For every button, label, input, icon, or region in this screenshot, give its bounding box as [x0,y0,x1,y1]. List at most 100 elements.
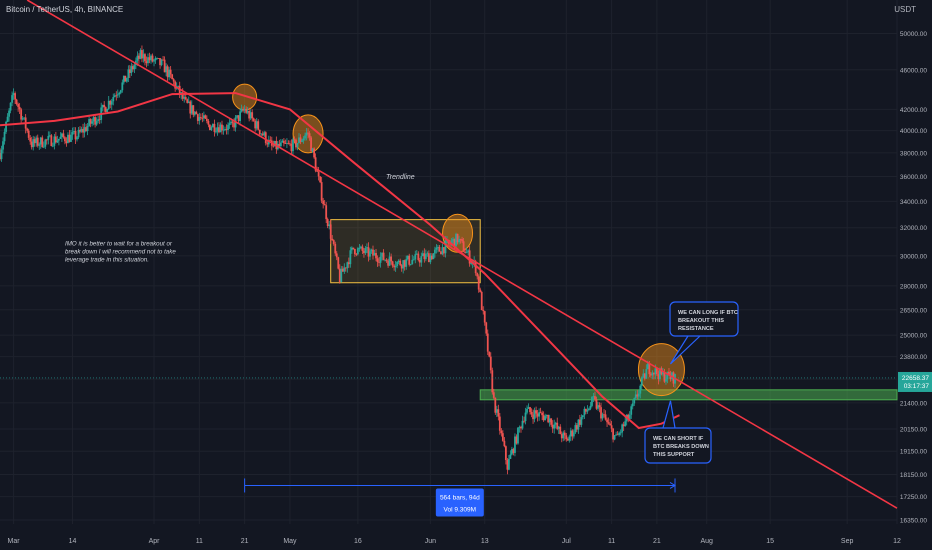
candle-body [652,372,655,375]
candle-body [353,249,356,255]
candle-body [168,69,171,78]
candle-body [21,118,24,120]
candle-body [224,129,226,130]
candle-body [12,93,15,96]
candle-body [61,133,63,137]
candle-body [160,59,163,66]
candle-body [205,118,208,122]
candle-body [142,54,145,59]
candle-body [414,254,417,260]
candle-body [88,119,90,126]
time-tick-label: Jun [425,538,436,545]
time-tick-label: 11 [608,538,615,545]
candle-body [609,423,611,426]
candle-body [131,66,134,70]
candle-body [556,422,559,429]
candle-body [289,143,291,145]
candle-body [112,97,115,102]
candle-body [589,405,592,409]
candle-body [509,454,512,459]
candle-body [258,129,261,135]
candle-body [485,322,488,334]
candle-body [125,77,128,82]
price-axis[interactable]: 50000.00 46000.00 42000.00 40000.00 38000.00… [0,31,932,524]
candle-body [95,121,98,125]
candle-body [281,140,284,143]
candle-body [94,117,97,125]
price-tick-label: 30000.00 [900,253,927,260]
candle-body [400,265,403,269]
candle-body [192,105,195,115]
candle-body [356,248,359,255]
candle-body [236,115,238,118]
candle-body [243,108,246,111]
candle-body [634,394,637,399]
callout-text-line: THIS SUPPORT [653,452,695,458]
current-price-badge [898,371,932,392]
measure-tool[interactable]: 564 bars, 94d Vol 9.309M [244,478,676,517]
candle-body [30,141,33,148]
time-axis[interactable]: Mar 14 Apr 11 21 May 16 Jun 13 Jul 11 21 Aug 15 Sep 12 [8,538,901,545]
candle-body [53,136,56,146]
candle-body [615,434,618,436]
candle-body [199,117,202,118]
candle-body [313,148,316,158]
candle-body [603,414,605,416]
time-tick-label: 16 [354,538,362,545]
candle-body [33,139,36,144]
candle-body [246,110,249,113]
candle-body [533,410,536,420]
candle-body [384,259,386,261]
candle-body [255,121,258,129]
candle-body [494,397,497,413]
candle-body [399,260,402,266]
candle-body [624,421,627,427]
candle-body [427,253,430,263]
candle-body [319,176,322,183]
candle-body [630,406,633,415]
candle-body [41,137,44,147]
candle-body [190,105,193,114]
candle-body [177,85,180,87]
candle-body [373,253,376,256]
candle-body [547,414,550,423]
candle-body [298,137,300,144]
candle-body [48,135,51,137]
candle-body [71,132,74,135]
candle-body [586,410,589,412]
candle-body [44,139,47,147]
candle-body [184,97,187,100]
candle-body [492,392,495,398]
candle-body [174,81,177,89]
support-zone [479,389,898,401]
candle-body [470,263,473,264]
candle-body [631,403,634,407]
candle-body [133,65,136,70]
candle-body [204,115,207,119]
candle-body [15,99,18,105]
candle-body [524,412,527,422]
candle-body [361,246,364,251]
candle-body [124,75,127,82]
candle-body [408,255,411,265]
candle-body [343,267,346,272]
candle-body [551,424,554,429]
candle-body [326,219,329,227]
price-tick-label: 25000.00 [900,333,927,340]
callout-text-line: BREAKOUT THIS [678,318,724,324]
candle-body [42,146,45,148]
candle-body [606,419,608,423]
candle-body [437,246,439,248]
candle-body [202,115,205,119]
measure-label-bars: 564 bars, 94d [440,494,480,501]
candle-body [483,311,486,323]
candle-body [370,249,373,252]
candle-body [329,224,332,239]
trendline-layer[interactable]: Trendline [26,0,898,509]
candle-body [523,420,525,422]
candle-body [89,119,92,124]
candle-body [252,118,255,121]
candle-body [465,252,468,254]
candle-body [637,393,640,397]
